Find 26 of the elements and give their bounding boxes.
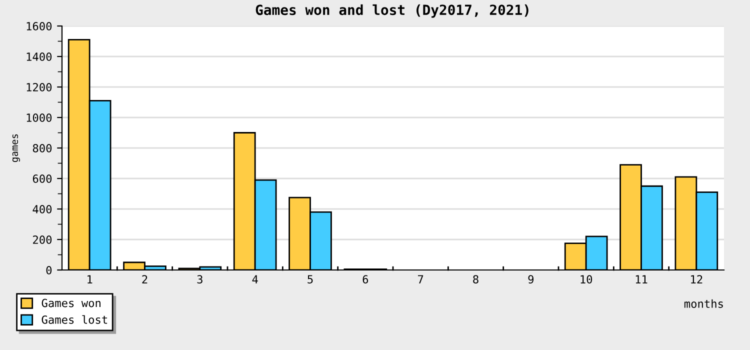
x-tick-label: 1 bbox=[88, 275, 92, 284]
x-tick-label: 10 bbox=[580, 275, 592, 284]
x-tick-label: 6 bbox=[362, 275, 368, 284]
legend-label: Games won bbox=[42, 298, 100, 308]
x-tick-label: 2 bbox=[142, 275, 148, 284]
y-tick-label: 600 bbox=[32, 174, 52, 183]
y-tick-label: 400 bbox=[32, 205, 52, 214]
y-tick-label: 800 bbox=[32, 144, 52, 152]
x-tick-label: 11 bbox=[636, 275, 648, 284]
y-axis-title: games bbox=[12, 134, 20, 162]
y-tick-label: 1400 bbox=[26, 52, 52, 61]
y-tick-label: 0 bbox=[46, 266, 52, 274]
x-tick-label: 3 bbox=[197, 275, 202, 284]
x-tick-label: 7 bbox=[418, 275, 424, 284]
chart-title: Games won and lost (Dy2017, 2021) bbox=[256, 4, 528, 18]
y-tick-label: 1000 bbox=[26, 114, 52, 122]
x-axis-title: months bbox=[684, 299, 723, 308]
legend-label: Games lost bbox=[42, 315, 108, 324]
y-tick-label: 1200 bbox=[26, 83, 52, 92]
x-tick-label: 4 bbox=[252, 275, 258, 284]
y-tick-label: 200 bbox=[33, 236, 52, 244]
x-tick-label: 8 bbox=[473, 275, 478, 284]
x-tick-label: 9 bbox=[528, 275, 534, 284]
x-tick-label: 5 bbox=[308, 275, 313, 284]
x-tick-label: 12 bbox=[691, 275, 702, 284]
y-tick-label: 1600 bbox=[26, 22, 52, 30]
